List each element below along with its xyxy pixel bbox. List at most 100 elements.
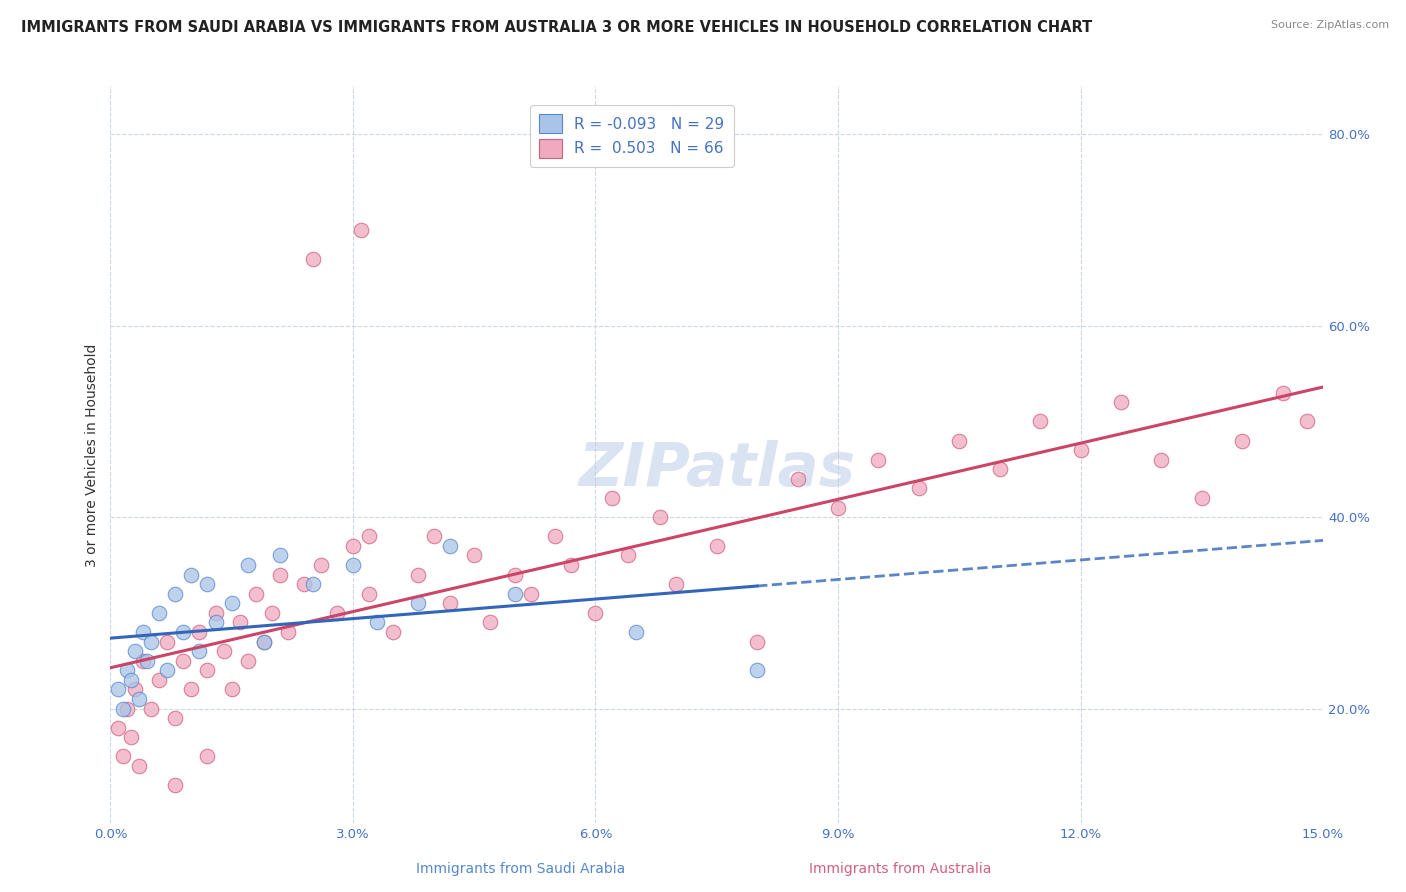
Point (188, 644, 211, 658)
Point (617, 549, 640, 563)
Point (236, 654, 259, 668)
Point (439, 596, 461, 610)
Point (172, 625, 194, 640)
Point (204, 615, 226, 630)
Point (111, 749, 134, 764)
Point (253, 634, 276, 648)
Point (747, 663, 769, 677)
Point (1232, 434, 1254, 448)
Text: ZIPatlas: ZIPatlas (578, 440, 855, 500)
Point (111, 701, 134, 715)
Point (544, 529, 567, 543)
Point (479, 615, 502, 630)
Point (827, 500, 849, 515)
Point (115, 663, 138, 677)
Point (120, 731, 142, 745)
Point (366, 615, 388, 630)
Point (165, 711, 187, 725)
Point (1029, 414, 1052, 428)
Point (180, 682, 202, 697)
Point (1109, 395, 1132, 409)
Point (253, 634, 276, 648)
Point (342, 558, 364, 572)
Point (786, 472, 808, 486)
Point (135, 654, 157, 668)
Point (1070, 443, 1092, 458)
Point (406, 596, 429, 610)
Point (359, 529, 381, 543)
Point (124, 644, 146, 658)
Point (600, 491, 623, 505)
Point (236, 558, 259, 572)
Point (294, 577, 316, 591)
Point (165, 778, 187, 792)
Point (1271, 385, 1294, 400)
Point (948, 434, 970, 448)
Point (156, 663, 179, 677)
Point (107, 682, 129, 697)
Point (269, 567, 291, 582)
Text: Immigrants from Australia: Immigrants from Australia (808, 862, 991, 876)
Point (747, 634, 769, 648)
Text: IMMIGRANTS FROM SAUDI ARABIA VS IMMIGRANTS FROM AUSTRALIA 3 OR MORE VEHICLES IN : IMMIGRANTS FROM SAUDI ARABIA VS IMMIGRAN… (21, 20, 1092, 35)
Point (128, 692, 150, 706)
Point (277, 625, 299, 640)
Point (520, 587, 543, 601)
Point (406, 567, 429, 582)
Point (148, 673, 170, 687)
Point (107, 721, 129, 735)
Point (221, 682, 243, 697)
Point (1296, 414, 1319, 428)
Point (156, 634, 179, 648)
Point (197, 749, 219, 764)
Point (229, 615, 252, 630)
Point (262, 606, 284, 620)
Point (908, 482, 931, 496)
Point (1150, 452, 1173, 467)
Point (868, 452, 890, 467)
Point (124, 682, 146, 697)
Point (172, 654, 194, 668)
Point (585, 606, 607, 620)
Point (188, 625, 211, 640)
Point (624, 625, 647, 640)
Y-axis label: 3 or more Vehicles in Household: 3 or more Vehicles in Household (86, 343, 100, 566)
Point (204, 606, 226, 620)
Point (180, 567, 202, 582)
Point (128, 759, 150, 773)
Point (245, 587, 267, 601)
Point (359, 587, 381, 601)
Point (706, 539, 728, 553)
Point (197, 577, 219, 591)
Point (1191, 491, 1213, 505)
Point (132, 625, 155, 640)
Point (560, 558, 582, 572)
Legend: R = -0.093   N = 29, R =  0.503   N = 66: R = -0.093 N = 29, R = 0.503 N = 66 (530, 105, 734, 167)
Point (665, 577, 688, 591)
Point (148, 606, 170, 620)
Point (301, 252, 323, 266)
Point (423, 529, 446, 543)
Point (212, 644, 235, 658)
Point (120, 673, 142, 687)
Point (132, 654, 155, 668)
Point (382, 625, 405, 640)
Point (139, 701, 162, 715)
Point (269, 549, 291, 563)
Point (326, 606, 349, 620)
Point (988, 462, 1011, 476)
Point (309, 558, 332, 572)
Point (350, 223, 373, 237)
Point (115, 701, 138, 715)
Point (439, 539, 461, 553)
Point (342, 539, 364, 553)
Point (463, 549, 485, 563)
Point (197, 663, 219, 677)
Point (650, 510, 672, 524)
Point (221, 596, 243, 610)
Point (503, 587, 526, 601)
Point (165, 587, 187, 601)
Text: Source: ZipAtlas.com: Source: ZipAtlas.com (1271, 20, 1389, 29)
Point (139, 634, 162, 648)
Point (503, 567, 526, 582)
